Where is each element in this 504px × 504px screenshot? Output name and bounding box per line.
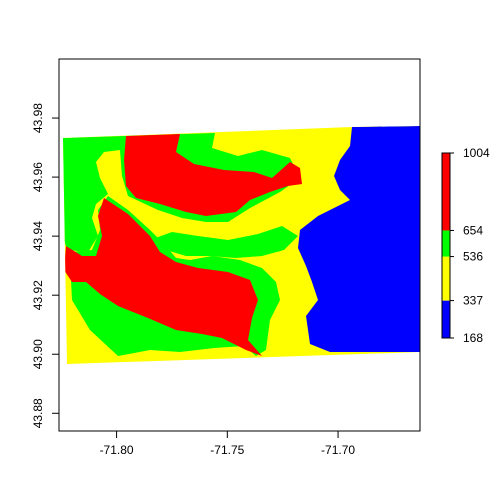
y-tick-label: 43.90 (31, 339, 45, 369)
elevation-raster (63, 126, 420, 364)
legend-swatch (442, 256, 450, 301)
raster-class-green-east (150, 226, 298, 258)
y-tick-label: 43.96 (31, 162, 45, 192)
y-axis: 43.88 43.90 43.92 43.94 43.96 43.98 (31, 103, 59, 428)
legend-swatch (442, 153, 450, 231)
raster-class-blue-islet (314, 318, 332, 336)
x-tick-label: -71.75 (210, 443, 244, 457)
legend-break-label: 1004 (463, 146, 490, 160)
raster-class-blue (298, 126, 420, 352)
legend-break-label: 168 (463, 331, 483, 345)
raster-class-red-north (124, 134, 302, 216)
y-tick-label: 43.88 (31, 398, 45, 428)
x-tick-label: -71.80 (100, 443, 134, 457)
legend: 168 337 536 654 1004 (441, 146, 490, 345)
legend-break-label: 654 (463, 223, 483, 237)
y-tick-label: 43.98 (31, 103, 45, 133)
x-axis: -71.80 -71.75 -71.70 (100, 431, 355, 457)
x-tick-label: -71.70 (321, 443, 355, 457)
legend-swatch (442, 230, 450, 257)
y-tick-label: 43.92 (31, 280, 45, 310)
raster-class-red-south (64, 198, 262, 356)
legend-swatch (442, 300, 450, 338)
legend-break-label: 536 (463, 250, 483, 264)
y-tick-label: 43.94 (31, 221, 45, 251)
plot-frame (58, 58, 421, 432)
legend-break-label: 337 (463, 294, 483, 308)
legend-frame (441, 152, 451, 339)
